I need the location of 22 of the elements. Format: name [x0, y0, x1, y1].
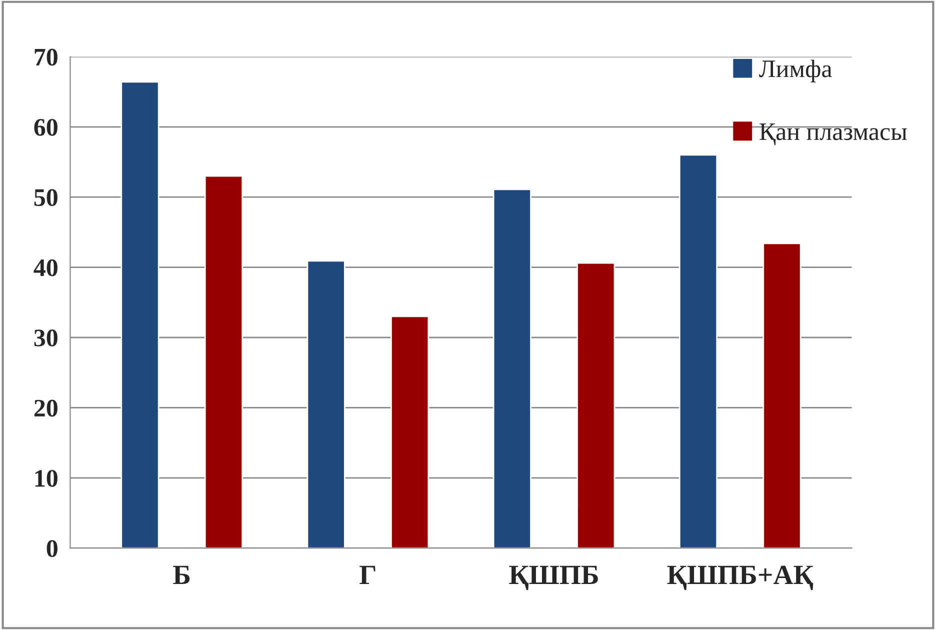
x-tick-label: Б	[173, 566, 190, 584]
bar	[762, 242, 802, 548]
y-tick-label: 10	[35, 470, 58, 487]
bar	[492, 188, 532, 548]
y-tick-label: 30	[34, 330, 58, 346]
y-tick-label: 40	[34, 259, 58, 276]
y-tick-label: 50	[34, 189, 58, 206]
bar	[306, 260, 346, 548]
y-tick-label: 20	[34, 400, 58, 417]
bar	[576, 262, 616, 548]
y-tick-label: 70	[34, 48, 58, 66]
y-tick-label: 0	[46, 540, 58, 558]
x-tick-label: ҚШПБ+АҚ	[667, 566, 814, 590]
legend-label: Лимфа	[759, 60, 832, 82]
bar	[204, 175, 244, 548]
bar	[678, 154, 718, 548]
x-tick-label: ҚШПБ	[509, 566, 598, 590]
legend-label: Қан плазмасы	[760, 123, 907, 146]
x-tick-label: Г	[360, 566, 376, 584]
bar	[120, 81, 160, 548]
y-tick-label: 60	[34, 118, 58, 136]
bar	[390, 316, 430, 548]
